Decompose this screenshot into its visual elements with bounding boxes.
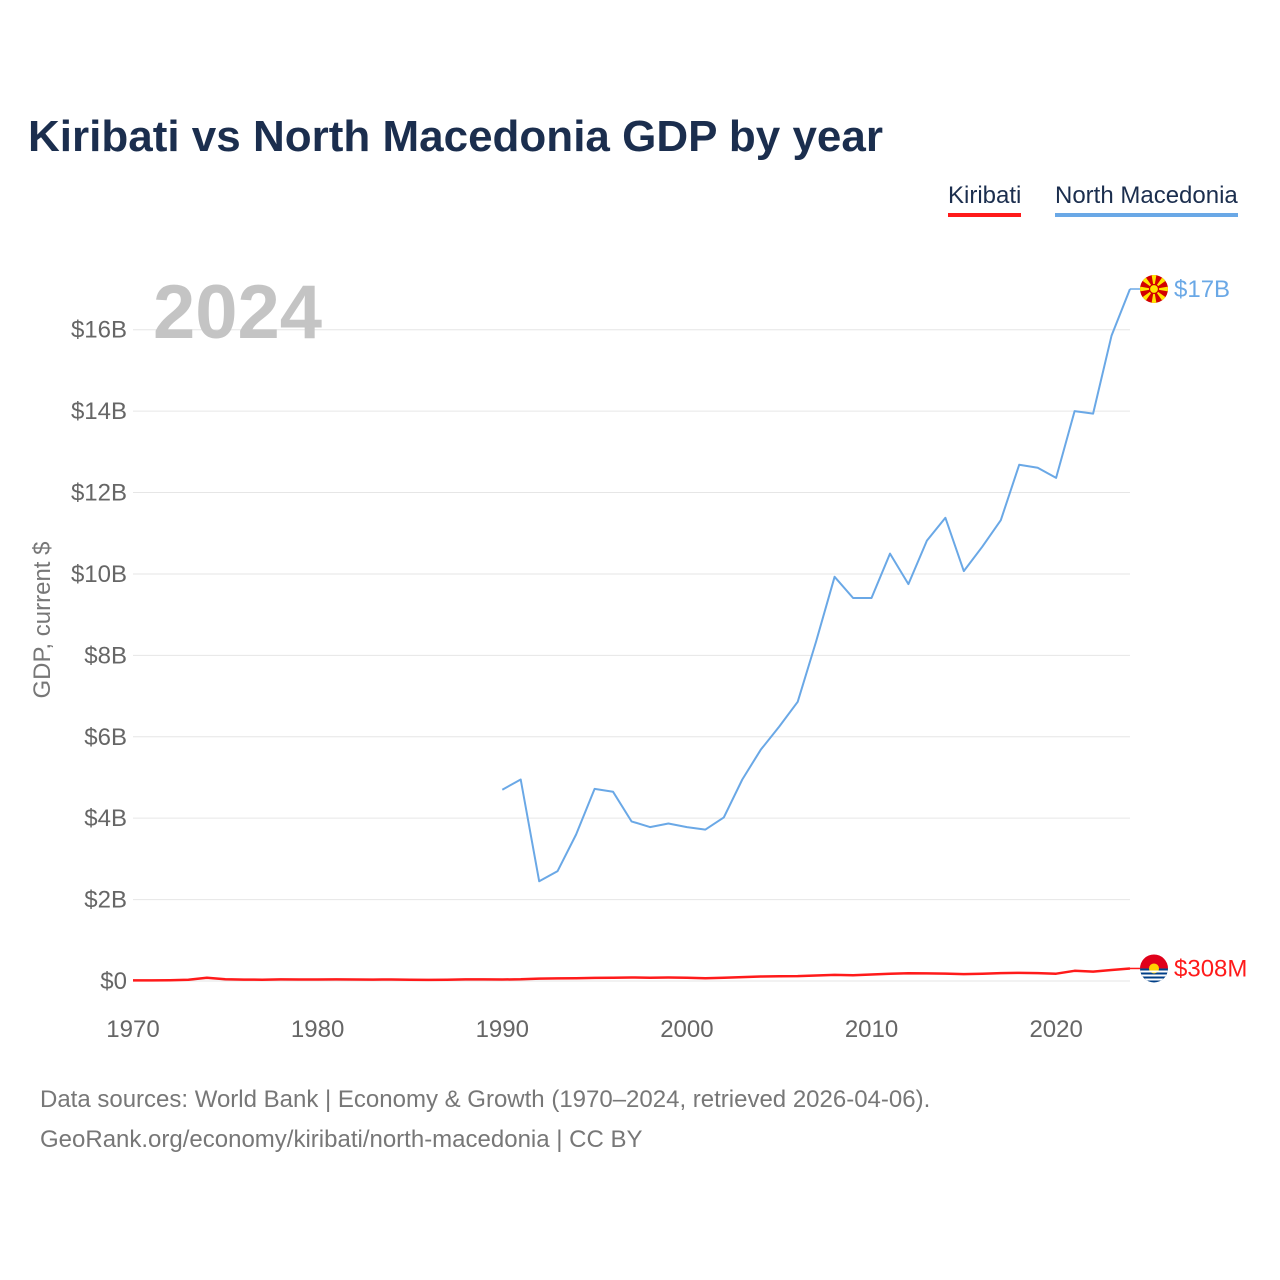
legend-item-north-macedonia[interactable]: North Macedonia (1055, 182, 1238, 217)
legend-item-kiribati[interactable]: Kiribati (948, 182, 1022, 217)
end-value-label-kiribati: $308M (1174, 955, 1247, 982)
y-tick-label: $0 (100, 968, 127, 995)
north-macedonia-flag-icon (1140, 275, 1168, 303)
y-axis-ticks: $0 $2B $4B $6B $8B $10B $12B $14B $16B (71, 317, 127, 995)
grid-lines (133, 329, 1130, 982)
y-tick-label: $10B (71, 561, 127, 588)
end-value-label-north-macedonia: $17B (1174, 276, 1230, 303)
y-axis-label: GDP, current $ (29, 542, 56, 699)
chart-title: Kiribati vs North Macedonia GDP by year (28, 112, 883, 161)
x-tick-label: 1990 (476, 1016, 529, 1043)
y-tick-label: $14B (71, 398, 127, 425)
series-layer (133, 288, 1131, 982)
y-tick-label: $8B (84, 642, 127, 669)
year-label: 2024 (153, 270, 322, 355)
gdp-line-chart: 2024 $0 $2B $4B $6B $8B $10B $12B $14B $16B 1970… (29, 270, 1247, 1043)
x-tick-label: 2020 (1029, 1016, 1082, 1043)
x-tick-label: 1980 (291, 1016, 344, 1043)
x-tick-label: 2000 (660, 1016, 713, 1043)
x-axis-ticks: 1970 1980 1990 2000 2010 2020 (106, 1016, 1083, 1043)
kiribati-flag-icon (1140, 954, 1168, 983)
series-line-kiribati[interactable] (133, 967, 1131, 982)
data-source-line: Data sources: World Bank | Economy & Gro… (40, 1086, 931, 1113)
y-tick-label: $16B (71, 317, 127, 344)
y-tick-label: $6B (84, 724, 127, 751)
source-url-line[interactable]: GeoRank.org/economy/kiribati/north-maced… (40, 1126, 643, 1153)
x-tick-label: 2010 (845, 1016, 898, 1043)
end-labels: $308M $17B (1130, 275, 1247, 983)
x-tick-label: 1970 (106, 1016, 159, 1043)
y-tick-label: $12B (71, 480, 127, 507)
y-tick-label: $4B (84, 805, 127, 832)
series-line-north-macedonia[interactable] (501, 288, 1131, 883)
y-tick-label: $2B (84, 887, 127, 914)
